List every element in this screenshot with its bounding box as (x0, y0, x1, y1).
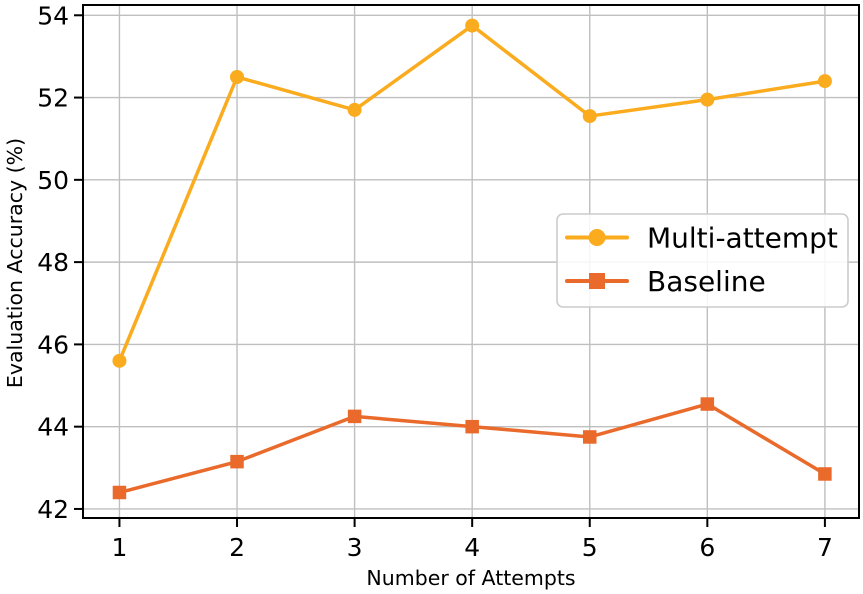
square-marker-icon (583, 430, 597, 444)
circle-marker-icon (817, 74, 832, 89)
legend: Multi-attempt Baseline (556, 213, 849, 308)
x-tick-label: 3 (347, 533, 363, 562)
x-tick-label: 2 (229, 533, 245, 562)
y-tick-label: 48 (37, 248, 69, 277)
legend-label: Baseline (647, 265, 766, 298)
circle-marker-icon (588, 229, 606, 246)
square-marker-icon (230, 454, 244, 469)
legend-label: Multi-attempt (647, 222, 838, 255)
x-tick-label: 1 (111, 533, 127, 562)
square-marker-icon (589, 273, 605, 289)
x-tick-label: 4 (464, 533, 480, 562)
x-tick-label: 6 (699, 533, 715, 562)
x-tick-label: 7 (817, 533, 833, 562)
y-tick-label: 52 (37, 84, 69, 113)
axis-ticks: 1 2 3 4 5 6 7 42 44 46 48 50 52 54 (37, 1, 833, 562)
circle-marker-icon (465, 18, 480, 33)
square-marker-icon (347, 409, 362, 424)
y-tick-label: 46 (37, 330, 69, 359)
y-tick-label: 44 (37, 413, 69, 442)
circle-marker-icon (700, 92, 715, 107)
square-marker-icon (465, 419, 479, 434)
square-marker-icon (818, 467, 832, 481)
legend-box (556, 213, 849, 308)
circle-marker-icon (347, 102, 362, 117)
y-tick-label: 54 (37, 1, 69, 30)
x-axis-label: Number of Attempts (366, 566, 575, 590)
circle-marker-icon (582, 109, 597, 124)
circle-marker-icon (230, 69, 245, 84)
data-series (112, 18, 832, 500)
y-tick-label: 50 (37, 166, 69, 195)
square-marker-icon (700, 397, 715, 411)
y-axis-label: Evaluation Accuracy (%) (3, 138, 27, 388)
circle-marker-icon (112, 353, 127, 368)
square-marker-icon (112, 485, 127, 500)
y-tick-label: 42 (37, 495, 69, 524)
x-tick-label: 5 (582, 533, 598, 562)
